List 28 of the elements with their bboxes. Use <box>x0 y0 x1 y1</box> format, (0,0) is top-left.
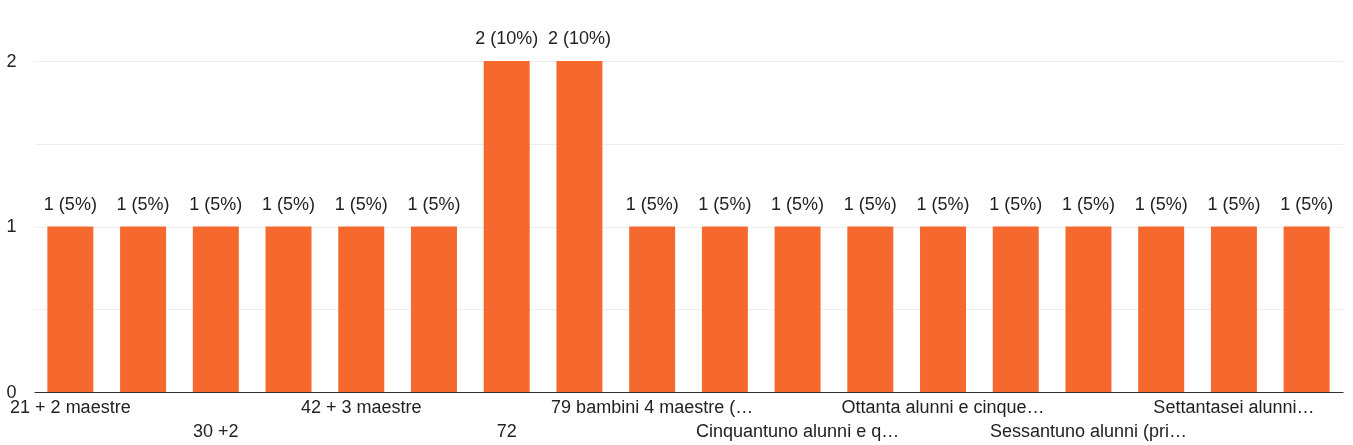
data-label: 1 (5%) <box>1280 193 1334 214</box>
data-label: 1 (5%) <box>43 193 97 214</box>
data-label: 1 (5%) <box>189 193 243 214</box>
data-label: 1 (5%) <box>625 193 679 214</box>
data-label: 2 (10%) <box>475 28 539 48</box>
x-tick-label: 42 + 3 maestre <box>300 396 422 417</box>
data-label: 1 (5%) <box>1061 193 1115 214</box>
x-tick-label: Sessantuno alunni (pri… <box>989 420 1188 441</box>
data-label: 1 (5%) <box>698 193 752 214</box>
data-label: 1 (5%) <box>1207 193 1261 214</box>
data-label: 1 (5%) <box>771 193 825 214</box>
data-label: 1 (5%) <box>262 193 316 214</box>
x-tick-label: Ottanta alunni e cinque… <box>841 396 1045 417</box>
x-tick-label: Settantasei alunni… <box>1153 396 1315 417</box>
x-tick-label: 30 +2 <box>193 420 239 441</box>
data-label: 1 (5%) <box>916 193 970 214</box>
data-label: 2 (10%) <box>547 28 611 48</box>
data-label: 1 (5%) <box>334 193 388 214</box>
x-tick-label: 79 bambini 4 maestre (… <box>551 396 754 417</box>
data-label: 1 (5%) <box>989 193 1043 214</box>
data-label: 1 (5%) <box>407 193 461 214</box>
x-tick-label: 72 <box>496 420 517 441</box>
y-tick-label: 1 <box>6 216 17 236</box>
data-label: 1 (5%) <box>1134 193 1188 214</box>
data-label: 1 (5%) <box>116 193 170 214</box>
x-tick-label: Cinquantuno alunni e q… <box>696 420 900 441</box>
y-tick-label: 2 <box>6 50 17 71</box>
data-label: 1 (5%) <box>843 193 897 214</box>
